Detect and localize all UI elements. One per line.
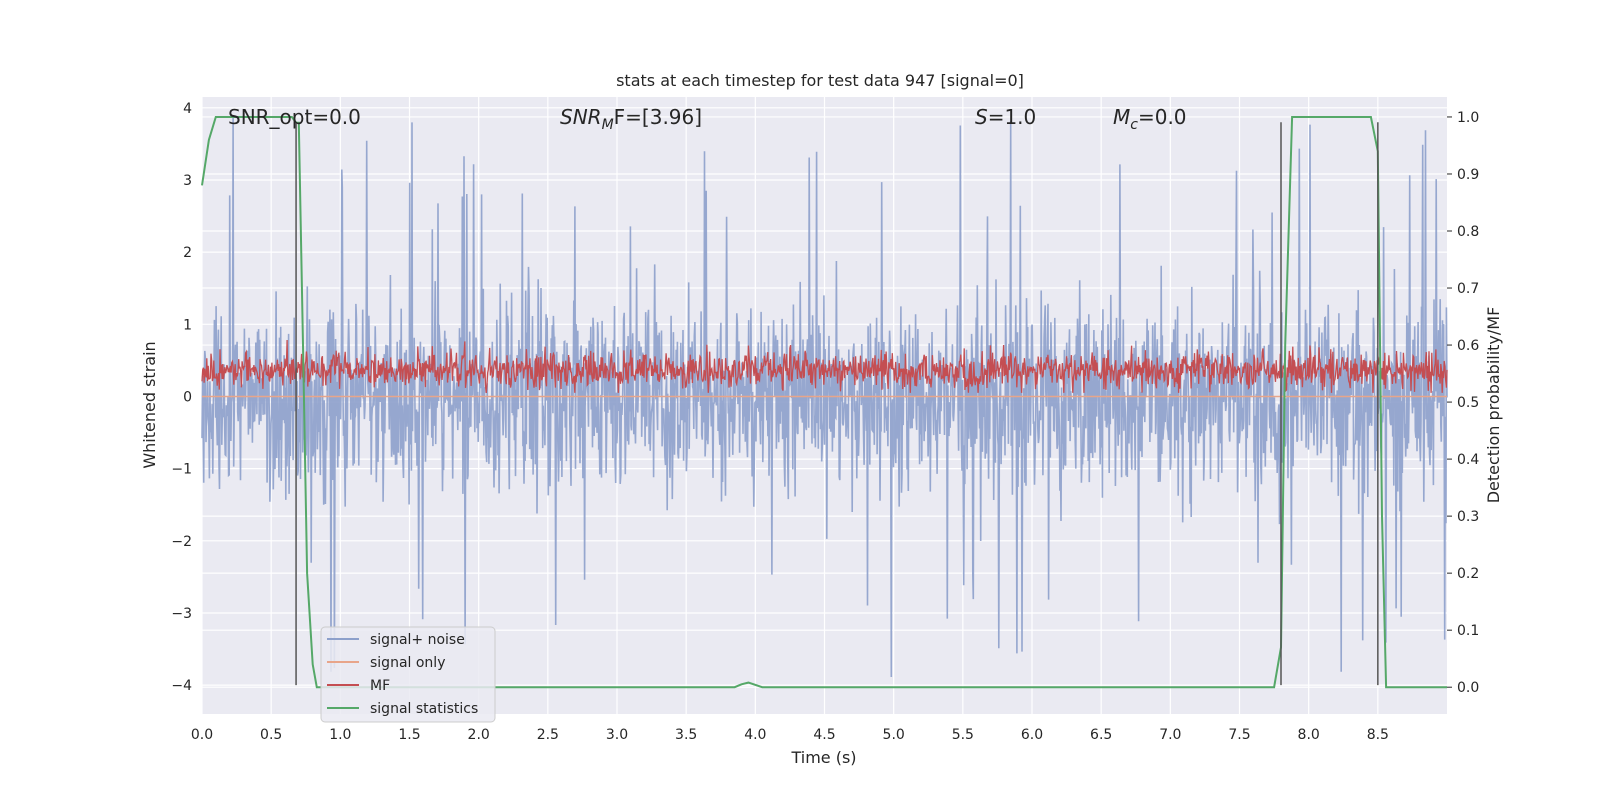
- legend: signal+ noise signal only MF signal statist…: [320, 626, 496, 723]
- legend-label: signal only: [370, 655, 445, 671]
- x-tick-label: 7.5: [1228, 727, 1250, 743]
- chart-title: stats at each timestep for test data 947…: [616, 71, 1024, 90]
- series-signal-statistics: [201, 116, 1447, 689]
- y-right-tick-label: 0.1: [1457, 623, 1479, 639]
- tick-labels: 0.0 0.5 1.0 1.5 2.0 2.5 3.0 3.5 4.0 4.5 5.0 5.5 6.0 6…: [171, 101, 1479, 743]
- x-tick-label: 0.0: [191, 727, 213, 743]
- annotation-text: SNR_opt=0.0: [228, 105, 361, 129]
- y-right-tick-label: 0.7: [1457, 281, 1479, 297]
- y-tick-label: 3: [183, 173, 192, 189]
- x-tick-label: 8.0: [1298, 727, 1320, 743]
- legend-label: signal statistics: [370, 701, 478, 717]
- x-tick-label: 6.0: [1021, 727, 1043, 743]
- legend-label: signal+ noise: [370, 632, 465, 648]
- x-tick-label: 1.5: [398, 727, 420, 743]
- x-tick-label: 3.5: [675, 727, 697, 743]
- plot-area: [201, 115, 1448, 689]
- y-tick-label: −2: [171, 534, 192, 550]
- y-right-tick-label: 0.2: [1457, 566, 1479, 582]
- annotation-text: SNRMF=[3.96]: [560, 105, 702, 133]
- x-tick-label: 2.5: [537, 727, 559, 743]
- x-tick-label: 4.5: [813, 727, 835, 743]
- y-tick-label: 4: [183, 101, 192, 117]
- annotation-text: S=1.0: [975, 105, 1036, 129]
- x-tick-label: 4.0: [744, 727, 766, 743]
- y-right-tick-label: 0.9: [1457, 167, 1479, 183]
- x-tick-label: 8.5: [1367, 727, 1389, 743]
- y-tick-label: −3: [171, 606, 192, 622]
- y-tick-label: −4: [171, 678, 192, 694]
- x-tick-label: 5.0: [883, 727, 905, 743]
- series-signal-noise: [201, 115, 1448, 678]
- legend-box: [320, 626, 496, 723]
- x-tick-label: 5.5: [952, 727, 974, 743]
- y-right-tick-label: 1.0: [1457, 110, 1479, 126]
- x-tick-label: 0.5: [260, 727, 282, 743]
- annotations: SNR_opt=0.0 SNRMF=[3.96] S=1.0 Mc=0.0: [228, 105, 1187, 133]
- y-right-tick-label: 0.6: [1457, 338, 1479, 354]
- y-tick-label: 1: [183, 317, 192, 333]
- x-tick-label: 2.0: [468, 727, 490, 743]
- y-right-tick-label: 0.8: [1457, 224, 1479, 240]
- annotation-text: Mc=0.0: [1113, 105, 1187, 133]
- x-tick-label: 6.5: [1090, 727, 1112, 743]
- x-tick-label: 7.0: [1159, 727, 1181, 743]
- x-tick-label: 3.0: [606, 727, 628, 743]
- y-right-tick-label: 0.4: [1457, 452, 1479, 468]
- y-tick-label: 2: [183, 245, 192, 261]
- y-right-tick-label: 0.0: [1457, 680, 1479, 696]
- x-tick-label: 1.0: [329, 727, 351, 743]
- y-right-tick-label: 0.3: [1457, 509, 1479, 525]
- x-axis-label: Time (s): [790, 748, 856, 767]
- y-right-tick-label: 0.5: [1457, 395, 1479, 411]
- y-axis-label-right: Detection probability/MF: [1484, 307, 1503, 504]
- series-mf: [201, 339, 1448, 393]
- y-axis-label: Whitened strain: [140, 341, 159, 468]
- legend-label: MF: [370, 678, 390, 694]
- y-tick-label: −1: [171, 462, 192, 478]
- y-tick-label: 0: [183, 389, 192, 405]
